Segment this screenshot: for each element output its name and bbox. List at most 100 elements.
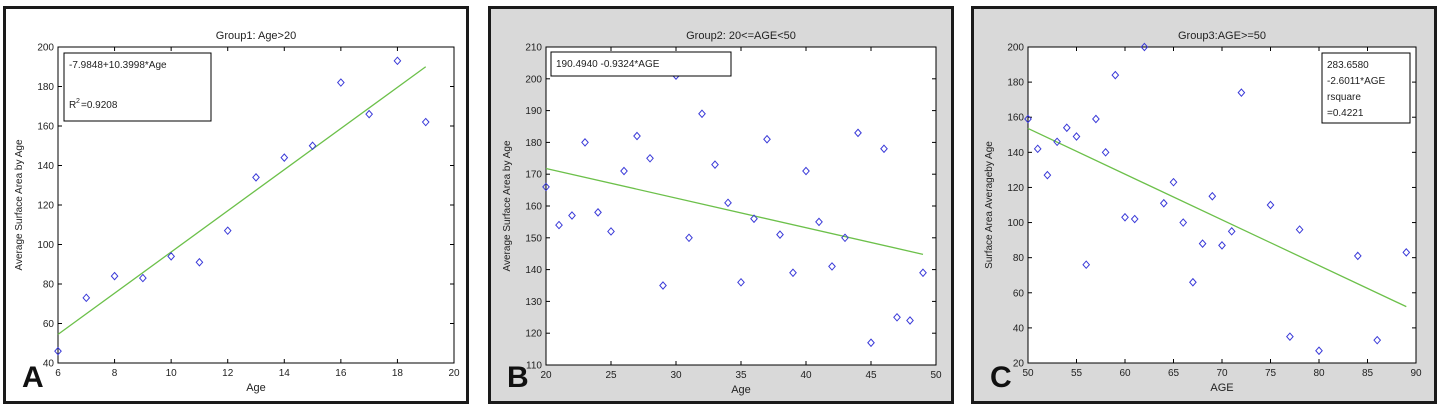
data-point: [750, 214, 758, 224]
r2-superscript: 2: [76, 98, 80, 105]
data-point: [336, 78, 345, 87]
data-point: [802, 166, 810, 176]
data-point: [1024, 114, 1032, 124]
y-tick-label: 20: [1013, 359, 1025, 370]
x-tick-label: 50: [1022, 368, 1034, 379]
y-tick-label: 170: [525, 170, 542, 181]
data-point: [82, 293, 91, 303]
data-point: [138, 273, 147, 283]
data-point: [54, 346, 62, 356]
data-point: [1208, 191, 1217, 201]
chart-title: Group3:AGE>=50: [1178, 30, 1266, 42]
chart-title: Group2: 20<=AGE<50: [686, 30, 796, 42]
data-point: [280, 153, 289, 162]
data-point: [1286, 332, 1294, 342]
y-tick-label: 190: [525, 106, 542, 117]
x-tick-label: 25: [605, 370, 617, 381]
chart-b: Group2: 20<=AGE<50 20 25 30 35 40 45 50 110 120 13…: [502, 30, 942, 396]
panel-a: Group1: Age>20 6 8 10 12 14 16 18 20 40 60 80 100 120…: [3, 6, 469, 404]
y-tick-label: 160: [525, 202, 542, 213]
data-point: [1198, 239, 1207, 248]
data-point: [1159, 198, 1168, 208]
x-tick-label: 8: [112, 368, 118, 379]
y-axis-label: Average Surface Area by Age: [502, 140, 513, 271]
y-axis-label: Average Surface Area by Age: [14, 139, 25, 270]
data-point: [223, 226, 232, 236]
annotation-text: -2.6011*AGE: [1327, 76, 1386, 87]
y-tick-label: 40: [1013, 323, 1025, 334]
y-tick-label: 100: [1007, 218, 1024, 229]
x-tick-label: 50: [930, 370, 942, 381]
data-point: [167, 251, 176, 261]
x-tick-label: 55: [1071, 368, 1083, 379]
panel-c: Group3:AGE>=50 50 55 60 65 70 75 80 85 90 20 40 60 80…: [971, 6, 1437, 404]
data-point: [1353, 251, 1362, 261]
annotation-box: [550, 51, 732, 77]
panel-letter: A: [22, 361, 44, 394]
x-axis-label: AGE: [1210, 382, 1233, 394]
data-point: [919, 268, 927, 278]
annotation-box: [1321, 52, 1411, 124]
y-tick-label: 60: [1013, 288, 1025, 299]
data-point: [1062, 123, 1071, 133]
annotation-text: 190.4940 -0.9324*AGE: [556, 59, 660, 70]
x-tick-label: 65: [1168, 368, 1180, 379]
y-tick-label: 160: [1007, 113, 1024, 124]
y-tick-label: 60: [43, 319, 55, 330]
data-point: [1169, 177, 1178, 187]
data-point: [646, 153, 654, 163]
regression-line: [545, 167, 924, 255]
data-point: [1402, 248, 1411, 257]
data-point: [1179, 218, 1188, 227]
y-tick-label: 180: [1007, 78, 1024, 89]
annotation-text: 283.6580: [1327, 60, 1369, 71]
data-point: [854, 128, 862, 138]
data-point: [1092, 114, 1100, 124]
x-tick-label: 16: [335, 368, 347, 379]
data-point: [763, 134, 771, 144]
data-point: [867, 338, 875, 348]
data-point: [1227, 226, 1236, 236]
data-point: [365, 109, 374, 119]
x-tick-label: 60: [1119, 368, 1131, 379]
data-point: [110, 271, 119, 281]
data-point: [698, 109, 706, 119]
data-point: [393, 56, 402, 66]
chart-c: Group3:AGE>=50 50 55 60 65 70 75 80 85 90 20 40 60 80…: [984, 30, 1422, 394]
data-point: [195, 257, 204, 267]
data-point: [1237, 88, 1246, 97]
data-point: [1053, 137, 1061, 147]
x-tick-label: 80: [1313, 368, 1325, 379]
x-tick-label: 35: [735, 370, 747, 381]
x-axis-label: Age: [246, 382, 266, 394]
annotation-text: =0.4221: [1327, 108, 1364, 119]
y-tick-label: 180: [37, 82, 54, 93]
data-point: [711, 160, 719, 170]
data-point: [1295, 225, 1304, 234]
annotation-text: rsquare: [1327, 92, 1361, 103]
x-tick-label: 20: [540, 370, 552, 381]
y-tick-label: 150: [525, 233, 542, 244]
x-tick-label: 45: [865, 370, 877, 381]
y-tick-label: 200: [37, 43, 54, 54]
y-tick-label: 140: [1007, 148, 1024, 159]
data-point: [1315, 346, 1323, 356]
panel-letter: B: [507, 361, 529, 394]
data-point: [308, 141, 317, 151]
y-tick-label: 120: [1007, 183, 1024, 194]
x-tick-label: 40: [800, 370, 812, 381]
y-tick-label: 130: [525, 297, 542, 308]
data-point: [1130, 214, 1139, 224]
y-tick-label: 40: [43, 359, 55, 370]
panel-letter: C: [990, 361, 1012, 394]
data-point: [815, 217, 823, 227]
chart-title: Group1: Age>20: [216, 30, 296, 42]
data-point: [421, 117, 430, 127]
y-tick-label: 140: [525, 265, 542, 276]
data-point: [828, 262, 836, 271]
data-point: [880, 144, 888, 154]
y-tick-label: 210: [525, 43, 542, 54]
x-tick-label: 6: [55, 368, 61, 379]
data-point: [633, 131, 641, 141]
x-tick-label: 90: [1410, 368, 1422, 379]
